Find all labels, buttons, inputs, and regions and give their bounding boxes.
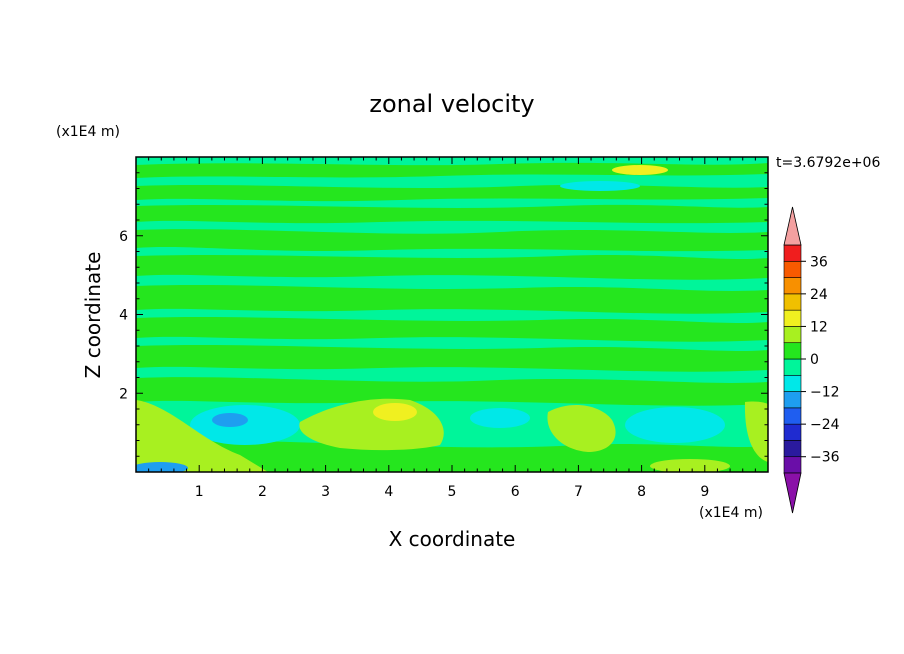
x-tick-label: 3 xyxy=(321,484,330,500)
colorbar-tick-label: 12 xyxy=(810,319,828,335)
x-tick-label: 6 xyxy=(511,484,520,500)
eddy-cyan-4 xyxy=(560,181,640,191)
colorbar-swatch xyxy=(783,309,802,327)
colorbar-swatch xyxy=(783,293,802,311)
band-upper-0 xyxy=(136,162,768,178)
colorbar-swatch xyxy=(783,342,802,360)
x-tick-label: 4 xyxy=(384,484,393,500)
eddy-cyan-1 xyxy=(212,413,248,427)
x-tick-label: 2 xyxy=(258,484,267,500)
x-tick-label: 8 xyxy=(637,484,646,500)
colorbar-swatch xyxy=(783,358,802,376)
colorbar-swatch xyxy=(783,391,802,409)
velocity-field xyxy=(136,157,768,472)
x-tick-label: 1 xyxy=(195,484,204,500)
eddy-cyan-2 xyxy=(625,407,725,443)
colorbar-swatch xyxy=(783,260,802,278)
band-lower-0 xyxy=(136,377,768,406)
colorbar-tick-label: −24 xyxy=(810,417,840,433)
colorbar-over-arrow xyxy=(783,206,802,246)
band-mid-3 xyxy=(136,317,768,342)
band-mid-0 xyxy=(136,229,768,252)
x-tick-label: 9 xyxy=(700,484,709,500)
colorbar-swatch xyxy=(783,326,802,344)
colorbar-tick-label: 36 xyxy=(810,254,828,270)
eddy-yellow-top xyxy=(612,165,668,175)
band-mid-4 xyxy=(136,345,768,372)
colorbar-swatch xyxy=(783,456,802,474)
y-tick-label: 6 xyxy=(119,229,128,245)
y-tick-label: 2 xyxy=(119,386,128,402)
band-upper-2 xyxy=(136,204,768,224)
eddy-green-left xyxy=(136,400,268,472)
colorbar-tick-label: −12 xyxy=(810,385,840,401)
y-axis-ticks: 2 4 6 xyxy=(119,156,768,473)
band-mid-2 xyxy=(136,285,768,314)
colorbar-tick-label: 0 xyxy=(810,352,819,368)
colorbar-swatch xyxy=(783,407,802,425)
x-axis-ticks: 1 2 3 4 5 6 7 8 9 xyxy=(135,157,769,500)
colorbar-swatch xyxy=(783,244,802,262)
colorbar-swatch xyxy=(783,277,802,295)
eddy-yellow-center xyxy=(373,403,417,421)
time-label: t=3.6792e+06 xyxy=(776,155,880,171)
colorbar-under-arrow xyxy=(783,472,802,514)
colorbar-tick-label: −36 xyxy=(810,450,840,466)
band-mid-1 xyxy=(136,255,768,280)
eddy-green-bottom xyxy=(650,459,730,472)
eddy-green-right xyxy=(547,405,616,452)
x-unit-label: (x1E4 m) xyxy=(699,505,763,521)
y-axis-label: Z coordinate xyxy=(81,252,105,379)
eddy-cyan-3 xyxy=(470,408,530,428)
colorbar: −36 −24 −12 0 12 24 36 xyxy=(783,206,840,514)
x-tick-label: 7 xyxy=(574,484,583,500)
y-unit-label: (x1E4 m) xyxy=(56,124,120,140)
eddy-green-edge xyxy=(744,401,768,462)
colorbar-tick-label: 24 xyxy=(810,287,828,303)
x-tick-label: 5 xyxy=(448,484,457,500)
colorbar-swatch xyxy=(783,374,802,392)
x-axis-label: X coordinate xyxy=(389,527,516,551)
band-lower-1 xyxy=(136,440,768,472)
colorbar-swatch xyxy=(783,423,802,441)
y-tick-label: 4 xyxy=(119,308,128,324)
colorbar-swatch xyxy=(783,440,802,458)
chart-title: zonal velocity xyxy=(369,90,534,118)
